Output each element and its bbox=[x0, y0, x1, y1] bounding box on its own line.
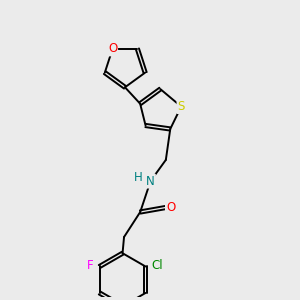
Text: H: H bbox=[134, 171, 142, 184]
Text: Cl: Cl bbox=[151, 259, 163, 272]
Text: N: N bbox=[146, 175, 155, 188]
Text: S: S bbox=[178, 100, 185, 113]
Text: O: O bbox=[108, 42, 117, 56]
Text: F: F bbox=[87, 259, 94, 272]
Text: O: O bbox=[166, 201, 175, 214]
